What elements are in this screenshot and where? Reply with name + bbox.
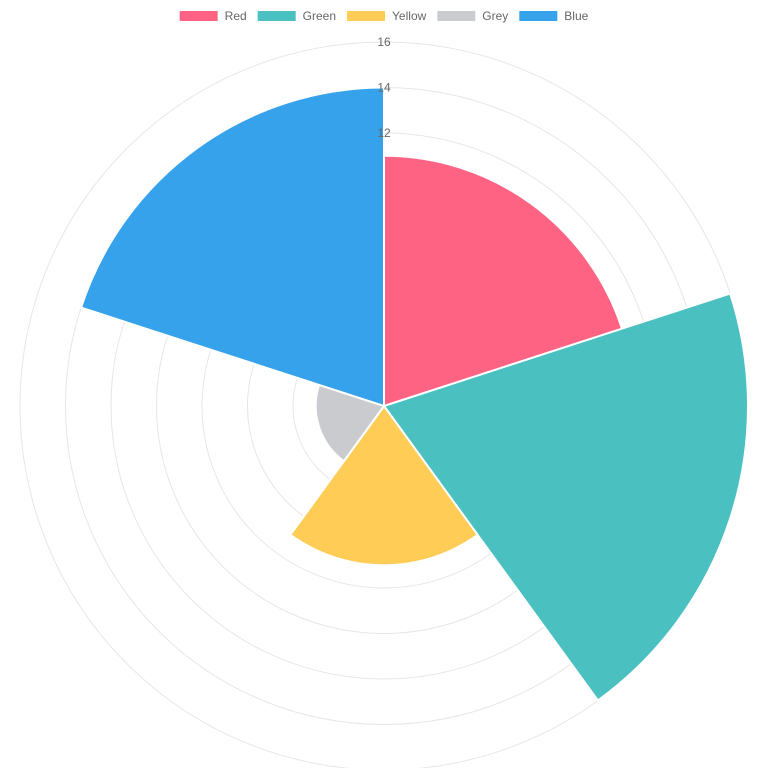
segment-yellow[interactable] bbox=[288, 404, 480, 567]
legend: Red Green Yellow Grey Blue bbox=[179, 9, 589, 23]
legend-label: Red bbox=[225, 9, 247, 23]
legend-label: Yellow bbox=[392, 9, 427, 23]
legend-item-grey[interactable]: Grey bbox=[437, 9, 508, 23]
legend-swatch bbox=[179, 11, 218, 21]
radial-ticks: 16 14 12 bbox=[377, 35, 391, 140]
legend-swatch bbox=[437, 11, 476, 21]
segment-grey[interactable] bbox=[314, 383, 386, 463]
legend-swatch bbox=[519, 11, 558, 21]
legend-swatch bbox=[347, 11, 386, 21]
legend-label: Green bbox=[303, 9, 336, 23]
segment-red[interactable] bbox=[383, 154, 624, 408]
segments bbox=[79, 86, 749, 702]
legend-label: Grey bbox=[482, 9, 508, 23]
tick-label: 14 bbox=[377, 81, 391, 95]
segment-blue[interactable] bbox=[79, 86, 385, 408]
legend-swatch bbox=[257, 11, 296, 21]
legend-item-yellow[interactable]: Yellow bbox=[347, 9, 427, 23]
tick-label: 12 bbox=[377, 126, 391, 140]
legend-item-blue[interactable]: Blue bbox=[519, 9, 589, 23]
segment-green[interactable] bbox=[382, 292, 749, 702]
tick-label: 16 bbox=[377, 35, 391, 49]
legend-item-red[interactable]: Red bbox=[179, 9, 247, 23]
legend-item-green[interactable]: Green bbox=[257, 9, 336, 23]
legend-label: Blue bbox=[564, 9, 588, 23]
